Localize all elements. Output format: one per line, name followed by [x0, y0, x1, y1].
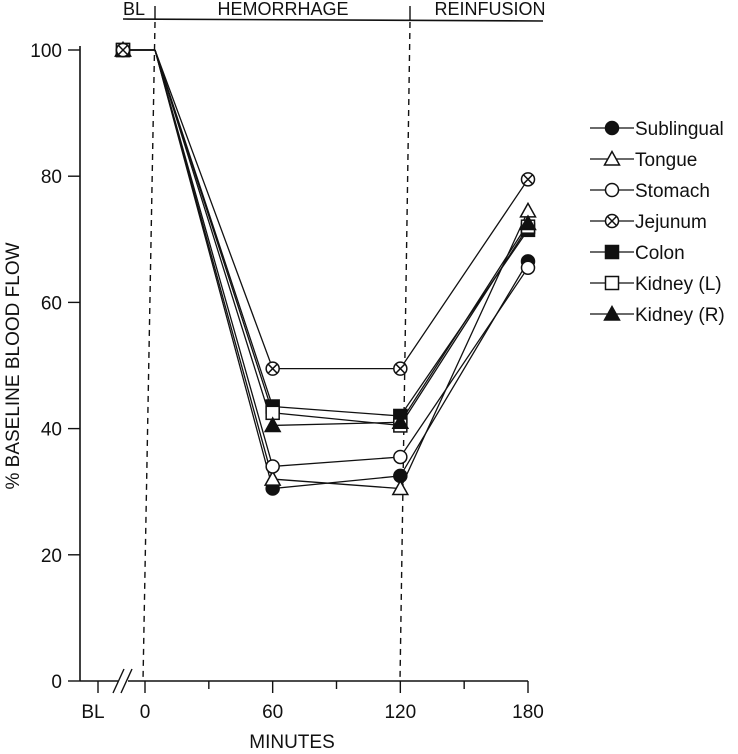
- point-jejunum-180-x2: [522, 174, 534, 185]
- point-jejunum-bl-top: [115, 42, 131, 58]
- legend-label-kidney-l: Kidney (L): [635, 274, 722, 295]
- y-tick-label-20: 20: [41, 546, 62, 567]
- series-line-jejunum: [154, 49, 529, 370]
- phase-label-2: REINFUSION: [434, 0, 545, 19]
- x-tick-label-1: 0: [140, 702, 151, 723]
- y-tick-label-100: 100: [30, 41, 62, 62]
- x-tick-label-3: 120: [384, 702, 416, 723]
- series-line-kidney-l: [154, 49, 529, 427]
- x-axis-title: MINUTES: [249, 732, 335, 753]
- y-tick-label-80: 80: [41, 167, 62, 188]
- series-line-stomach: [154, 49, 529, 468]
- point-tongue-120-shape: [391, 479, 410, 496]
- axes: 0 20 40 60 80 100 BL 0 60 120 180: [30, 41, 544, 723]
- point-stomach-120-shape: [393, 449, 408, 465]
- x-tick-label-4: 180: [512, 702, 544, 723]
- point-kidney-r-180-shape: [519, 214, 537, 231]
- series-line-sublingual: [154, 49, 529, 490]
- legend-label-sublingual: Sublingual: [635, 119, 724, 140]
- legend-marker-tongue-shape: [603, 149, 621, 166]
- axis-break-mark-2: [120, 668, 133, 694]
- point-kidney-r-120-shape: [391, 413, 410, 430]
- point-jejunum-120-x2: [395, 363, 406, 374]
- phase-label-1: HEMORRHAGE: [217, 0, 348, 19]
- point-jejunum-60: [265, 361, 280, 376]
- legend-label-kidney-r: Kidney (R): [635, 305, 725, 326]
- data-points: [114, 40, 537, 496]
- legend-marker-kidney-r-shape: [603, 304, 621, 321]
- reinfusion-start-divider: [399, 21, 411, 682]
- point-jejunum-60-x2: [267, 363, 278, 374]
- legend-marker-kidney-l-shape: [604, 275, 620, 291]
- axis-titles: MINUTES % BASELINE BLOOD FLOW: [3, 242, 335, 753]
- point-tongue-60-shape: [263, 470, 282, 486]
- point-tongue-60: [263, 470, 282, 486]
- legend-marker-colon-shape: [604, 244, 620, 260]
- point-kidney-r-60: [263, 416, 282, 433]
- series-line-colon: [154, 49, 529, 417]
- legend-marker-tongue: [603, 149, 621, 166]
- legend-marker-stomach-shape: [604, 182, 620, 198]
- legend-marker-colon: [604, 244, 620, 260]
- point-stomach-60-shape: [265, 459, 280, 474]
- x-tick-label-0: BL: [81, 702, 104, 723]
- point-jejunum-120: [393, 361, 408, 376]
- legend-marker-sublingual-shape: [604, 120, 620, 136]
- point-stomach-180: [520, 260, 536, 275]
- y-tick-label-0: 0: [51, 672, 62, 693]
- phase-dividers: [142, 21, 411, 682]
- legend-label-jejunum: Jejunum: [635, 212, 707, 233]
- y-axis-title: % BASELINE BLOOD FLOW: [3, 242, 24, 489]
- point-kidney-r-60-shape: [263, 416, 282, 433]
- phase-header: BL HEMORRHAGE REINFUSION: [122, 0, 546, 22]
- phase-label-0: BL: [123, 0, 145, 19]
- point-kidney-r-180: [519, 214, 537, 231]
- legend-marker-kidney-l: [604, 275, 620, 291]
- legend-marker-jejunum-x2: [606, 215, 618, 227]
- legend-marker-kidney-r: [603, 304, 621, 321]
- series-line-kidney-r: [154, 49, 529, 427]
- point-stomach-180-shape: [520, 260, 536, 275]
- legend-label-colon: Colon: [635, 243, 685, 264]
- series-lines: [130, 49, 529, 490]
- point-stomach-60: [265, 459, 280, 474]
- point-jejunum-bl-top-x2: [117, 44, 129, 56]
- series-line-tongue: [154, 49, 529, 490]
- legend-marker-sublingual: [604, 120, 620, 136]
- legend-label-stomach: Stomach: [635, 181, 710, 202]
- point-kidney-r-120: [391, 413, 410, 430]
- point-jejunum-180: [520, 172, 536, 187]
- legend: Sublingual Tongue Stomach Jejunum Colon Kidne…: [590, 119, 725, 326]
- axis-break-mark-1: [112, 668, 125, 694]
- hemorrhage-start-divider: [142, 21, 156, 682]
- point-tongue-120: [391, 479, 410, 496]
- y-tick-label-60: 60: [41, 293, 62, 314]
- x-tick-label-2: 60: [262, 702, 283, 723]
- legend-marker-stomach: [604, 182, 620, 198]
- y-tick-label-40: 40: [41, 420, 62, 441]
- phase-header-line: [122, 18, 544, 22]
- point-stomach-120: [393, 449, 408, 465]
- legend-label-tongue: Tongue: [635, 150, 697, 171]
- legend-marker-jejunum: [604, 213, 620, 229]
